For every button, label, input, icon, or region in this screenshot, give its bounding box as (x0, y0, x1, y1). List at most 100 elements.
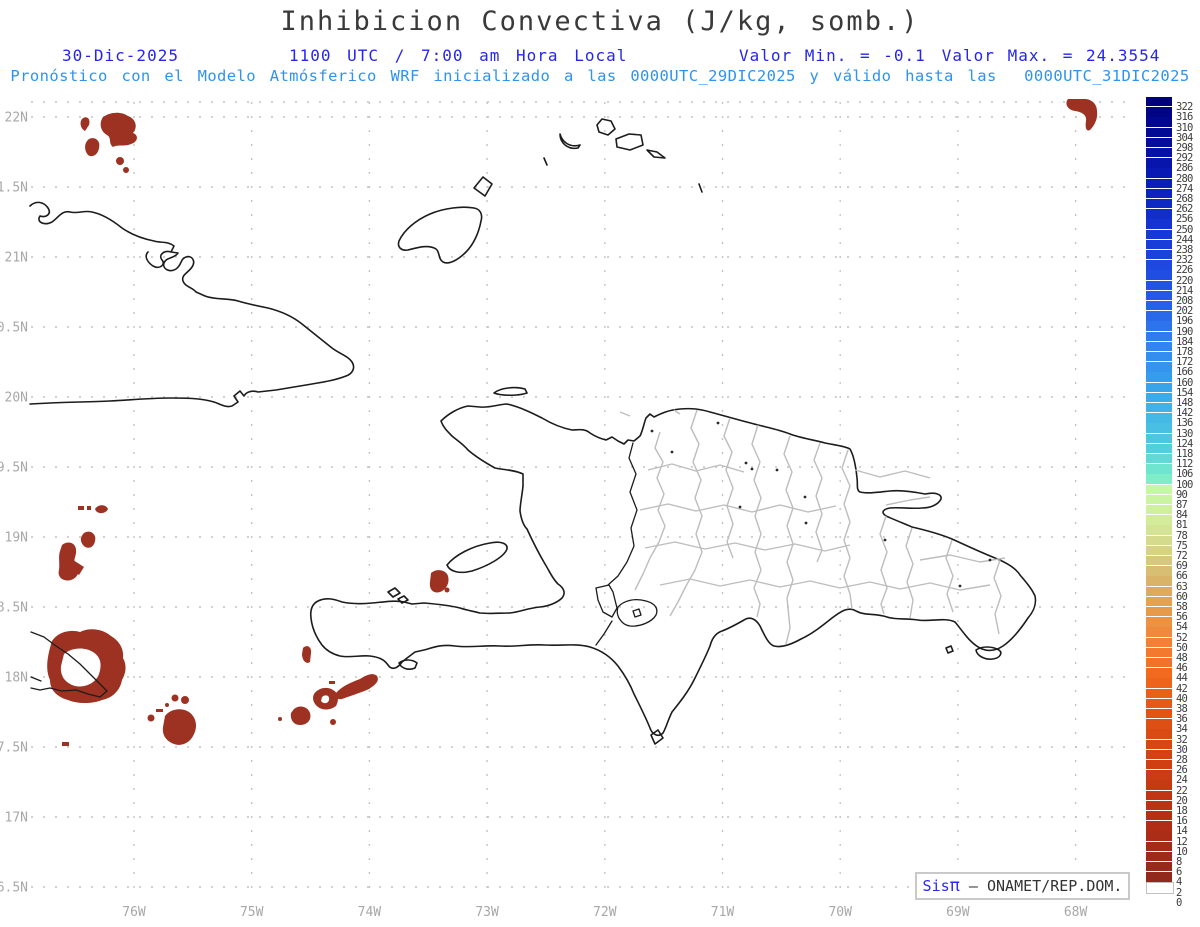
station-dots (650, 421, 992, 588)
great-inagua-coastline (397, 206, 483, 264)
colorbar-tick-label: 274 (1176, 182, 1193, 195)
cin-dot (171, 694, 179, 702)
colorbar-tick-label: 28 (1176, 754, 1188, 766)
colorbar-cell (1146, 423, 1172, 433)
colorbar-tick-label: 50 (1176, 641, 1188, 654)
colorbar-cell (1146, 790, 1172, 800)
cin-dot (165, 703, 169, 707)
cin-blob-w19n (95, 505, 108, 514)
colorbar-cell (1146, 760, 1172, 770)
colorbar-tick-label: 178 (1176, 346, 1193, 358)
colorbar-cell (1146, 301, 1172, 311)
colorbar-tick-label: 124 (1176, 437, 1193, 450)
cin-dot (444, 587, 450, 593)
lon-tick-label: 69W (946, 905, 970, 920)
cin-speck (329, 681, 335, 684)
colorbar-cell (1146, 494, 1172, 505)
colorbar-tick-label: 56 (1176, 611, 1188, 624)
colorbar-cell (1146, 362, 1172, 372)
colorbar-cell (1146, 454, 1172, 464)
colorbar-tick-label: 38 (1176, 703, 1188, 715)
lat-tick-label: 18N (5, 671, 28, 686)
offshore-cay-2 (673, 409, 681, 415)
attribution-org: – ONAMET/REP.DOM. (959, 877, 1123, 895)
cin-blob-holes (60, 648, 330, 704)
colorbar-tick-label: 22 (1176, 784, 1188, 797)
province-line (813, 442, 823, 563)
caicos-island-3 (615, 133, 644, 151)
lake-enriquillo (616, 599, 658, 627)
cin-blob-sw-round (290, 706, 311, 725)
province-line (993, 559, 1002, 635)
colorbar-tick-label: 232 (1176, 254, 1193, 267)
cin-dot (123, 167, 129, 173)
colorbar-cell (1146, 311, 1172, 321)
province-line (854, 469, 931, 479)
colorbar-cell (1146, 443, 1172, 454)
colorbar-tick-label: 12 (1176, 835, 1188, 848)
model-run-info: Pronóstico con el Modelo Atmósferico WRF… (10, 67, 1190, 85)
province-line (905, 527, 914, 619)
colorbar-tick-label: 8 (1176, 856, 1182, 868)
valid-date: 30-Dic-2025 (62, 46, 179, 65)
colorbar-cell (1146, 199, 1172, 209)
caicos-island-4 (646, 149, 666, 159)
ile-a-vache (398, 659, 418, 670)
cin-shaded-areas (47, 99, 1098, 746)
latitude-gridlines (31, 101, 1128, 888)
colorbar-cell (1146, 229, 1172, 239)
attribution-sis: Sis (922, 877, 950, 895)
colorbar-cell (1146, 535, 1172, 545)
colorbar-cell (1146, 525, 1172, 535)
colorbar-cell (1146, 290, 1172, 301)
colorbar-tick-label: 66 (1176, 570, 1188, 583)
colorbar-cell (1146, 515, 1172, 525)
colorbar-tick-label: 58 (1176, 601, 1188, 613)
colorbar-cell (1146, 127, 1172, 137)
colorbar-cell (1146, 239, 1172, 250)
colorbar-cell (1146, 698, 1172, 709)
cuba-coastline (29, 201, 355, 408)
cin-speck (78, 506, 84, 510)
colorbar-tick-label: 100 (1176, 478, 1193, 491)
beata-island (650, 729, 664, 745)
cin-speck (62, 742, 69, 746)
province-line (647, 463, 745, 473)
colorbar-cell (1146, 413, 1172, 423)
cin-hole-sw (321, 695, 330, 704)
colorbar-tick-label: 84 (1176, 509, 1188, 522)
colorbar-tick-label: 90 (1176, 488, 1188, 501)
colorbar-tick-label: 4 (1176, 876, 1182, 889)
colorbar-tick-label: 44 (1176, 672, 1188, 685)
cin-blob-sw-sliver (302, 646, 312, 663)
lat-tick-label: 20N (5, 391, 28, 406)
caicos-island-1 (559, 133, 581, 150)
cin-speck (156, 709, 163, 712)
colorbar-tick-label: 30 (1176, 743, 1188, 756)
colorbar-tick-label: 60 (1176, 590, 1188, 603)
colorbar-tick-label: 166 (1176, 366, 1193, 379)
province-boundaries (619, 409, 1006, 645)
colorbar-cell (1146, 433, 1172, 443)
colorbar-tick-label: 256 (1176, 213, 1193, 226)
colorbar-tick-label: 148 (1176, 397, 1193, 409)
colorbar-cell (1146, 739, 1172, 749)
lat-tick-label: 17N (5, 811, 28, 826)
colorbar-tick-label: 52 (1176, 631, 1188, 644)
province-line (639, 503, 837, 513)
colorbar-cell (1146, 97, 1172, 107)
province-line (879, 515, 888, 615)
colorbar-tick-label: 112 (1176, 458, 1193, 471)
colorbar-cell (1146, 178, 1172, 188)
province-line (644, 541, 851, 552)
lon-tick-label: 72W (593, 905, 617, 920)
cin-blob-ne-corner (1066, 99, 1098, 131)
lat-tick-label: 19N (5, 531, 28, 546)
colorbar-cell (1146, 821, 1172, 831)
lon-tick-label: 73W (475, 905, 499, 920)
colorbar-cell (1146, 331, 1172, 341)
colorbar-tick-label: 310 (1176, 121, 1193, 134)
colorbar-tick-label: 18 (1176, 805, 1188, 817)
colorbar-tick-label: 196 (1176, 315, 1193, 328)
colorbar-cell (1146, 188, 1172, 199)
